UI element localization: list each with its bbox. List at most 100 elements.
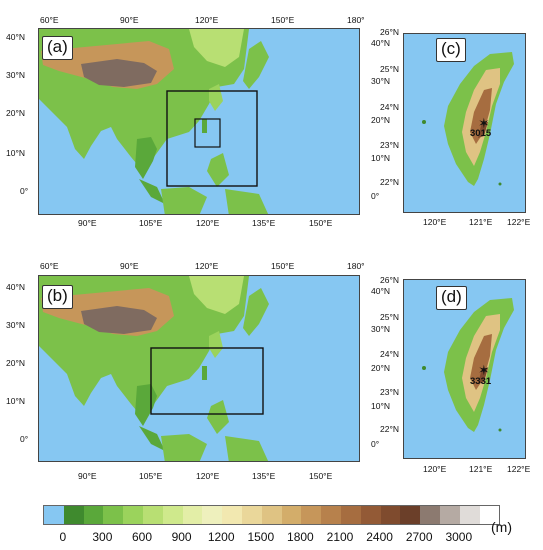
lat-label-left: 0° bbox=[20, 434, 29, 444]
lat-label-right: 40°N bbox=[371, 286, 390, 296]
colorbar-swatch bbox=[202, 506, 223, 524]
colorbar-tick-label: 2700 bbox=[405, 530, 433, 544]
lat-label-left: 0° bbox=[20, 186, 29, 196]
lat-label: 23°N bbox=[380, 387, 399, 397]
peak-star-icon: ✶ bbox=[478, 115, 490, 131]
colorbar-swatch bbox=[222, 506, 242, 524]
map-b bbox=[38, 275, 360, 462]
terrain-map-b bbox=[39, 276, 359, 461]
colorbar-swatch bbox=[380, 506, 401, 524]
colorbar-swatch bbox=[360, 506, 381, 524]
panel-label-d: (d) bbox=[436, 286, 467, 310]
colorbar-swatch bbox=[420, 506, 440, 524]
panel-label-b: (b) bbox=[42, 285, 73, 309]
lon-label-bottom: 135°E bbox=[252, 471, 276, 481]
colorbar-tick-label: 600 bbox=[131, 530, 153, 544]
peak-label-c: 3015 bbox=[470, 128, 492, 139]
lat-label-left: 20°N bbox=[6, 108, 25, 118]
lat-label-left: 40°N bbox=[6, 32, 25, 42]
lon-label-bottom: 90°E bbox=[78, 218, 97, 228]
lon-label-bottom: 105°E bbox=[139, 471, 163, 481]
lon-label: 122°E bbox=[507, 217, 531, 227]
colorbar-swatch bbox=[281, 506, 302, 524]
lon-label: 121°E bbox=[469, 464, 493, 474]
lon-label: 122°E bbox=[507, 464, 531, 474]
map-a bbox=[38, 28, 360, 215]
lat-label: 22°N bbox=[380, 177, 399, 187]
lon-label-bottom: 90°E bbox=[78, 471, 97, 481]
terrain-map-a bbox=[39, 29, 359, 214]
lat-label-left: 10°N bbox=[6, 396, 25, 406]
colorbar-swatch bbox=[182, 506, 203, 524]
colorbar-tick-label: 2400 bbox=[366, 530, 393, 544]
lon-label-bottom: 150°E bbox=[309, 471, 333, 481]
lon-label-top: 90°E bbox=[120, 15, 139, 25]
colorbar-swatch bbox=[142, 506, 163, 524]
lat-label: 24°N bbox=[380, 102, 399, 112]
lat-label-right: 30°N bbox=[371, 76, 390, 86]
lat-label-right: 0° bbox=[371, 439, 380, 449]
colorbar-tick-label: 300 bbox=[92, 530, 113, 544]
peak-star-icon: ✶ bbox=[478, 362, 490, 378]
lon-label: 121°E bbox=[469, 217, 493, 227]
lat-label-right: 20°N bbox=[371, 115, 390, 125]
lon-label-top: 60°E bbox=[40, 261, 59, 271]
colorbar-swatch bbox=[123, 506, 143, 524]
colorbar-tick-label: 1800 bbox=[287, 530, 314, 544]
lat-label-right: 20°N bbox=[371, 363, 390, 373]
lat-label: 26°N bbox=[380, 275, 399, 285]
lat-label: 22°N bbox=[380, 424, 399, 434]
colorbar-tick-label: 1500 bbox=[247, 530, 275, 544]
colorbar-swatch bbox=[321, 506, 341, 524]
peak-label-d: 3331 bbox=[470, 376, 492, 387]
lon-label-top: 150°E bbox=[271, 261, 295, 271]
colorbar-swatch bbox=[439, 506, 460, 524]
lat-label-left: 10°N bbox=[6, 148, 25, 158]
colorbar-tick-label: 2100 bbox=[326, 530, 354, 544]
lon-label-top: 120°E bbox=[195, 15, 219, 25]
lon-label-top: 150°E bbox=[271, 15, 295, 25]
colorbar-swatch bbox=[301, 506, 322, 524]
lat-label: 25°N bbox=[380, 312, 399, 322]
taiwan-terrain-c bbox=[404, 34, 525, 212]
lat-label: 24°N bbox=[380, 349, 399, 359]
lon-label-top: 90°E bbox=[120, 261, 139, 271]
colorbar-tick-label: 900 bbox=[171, 530, 192, 544]
colorbar-swatch bbox=[83, 506, 104, 524]
lon-label-top: 120°E bbox=[195, 261, 219, 271]
lat-label-right: 40°N bbox=[371, 38, 390, 48]
lon-label-top: 60°E bbox=[40, 15, 59, 25]
elevation-colorbar bbox=[43, 505, 501, 525]
colorbar-swatch bbox=[162, 506, 183, 524]
colorbar-tick-label: 3000 bbox=[445, 530, 473, 544]
lon-label-top: 180° bbox=[347, 15, 365, 25]
colorbar-swatch bbox=[63, 506, 84, 524]
lat-label-right: 10°N bbox=[371, 401, 390, 411]
lat-label: 23°N bbox=[380, 140, 399, 150]
lon-label: 120°E bbox=[423, 217, 447, 227]
colorbar-swatch bbox=[340, 506, 361, 524]
lon-label: 120°E bbox=[423, 464, 447, 474]
lat-label-left: 30°N bbox=[6, 320, 25, 330]
lon-label-bottom: 150°E bbox=[309, 218, 333, 228]
colorbar-swatch bbox=[479, 506, 500, 524]
lat-label: 25°N bbox=[380, 64, 399, 74]
lat-label: 26°N bbox=[380, 27, 399, 37]
lon-label-bottom: 120°E bbox=[196, 218, 220, 228]
colorbar-tick-label: 1200 bbox=[207, 530, 235, 544]
colorbar-swatch bbox=[241, 506, 262, 524]
panel-label-c: (c) bbox=[436, 38, 466, 62]
lat-label-right: 0° bbox=[371, 191, 380, 201]
lon-label-bottom: 135°E bbox=[252, 218, 276, 228]
map-c bbox=[403, 33, 526, 213]
panel-label-a: (a) bbox=[42, 36, 73, 60]
lon-label-bottom: 105°E bbox=[139, 218, 163, 228]
lat-label-left: 40°N bbox=[6, 282, 25, 292]
colorbar-swatch bbox=[400, 506, 421, 524]
colorbar-swatch bbox=[261, 506, 282, 524]
colorbar-swatch bbox=[44, 506, 64, 524]
lat-label-left: 20°N bbox=[6, 358, 25, 368]
colorbar-tick-label: 0 bbox=[59, 530, 67, 544]
colorbar-swatch bbox=[103, 506, 124, 524]
lon-label-top: 180° bbox=[347, 261, 365, 271]
